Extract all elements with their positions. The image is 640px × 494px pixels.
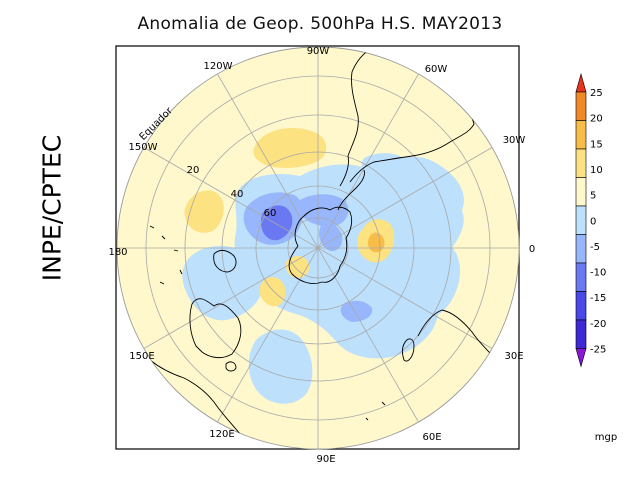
sri-lanka	[365, 401, 386, 421]
lon-label-30e: 30E	[504, 351, 523, 362]
lon-label-120w: 120W	[204, 61, 233, 72]
colorbar-swatch	[575, 205, 587, 235]
colorbar-top-arrow	[575, 72, 587, 93]
lat-label-60: 60	[264, 208, 277, 219]
lon-label-120e: 120E	[209, 429, 234, 440]
anomaly-fields	[182, 128, 464, 404]
colorbar-swatch	[575, 291, 587, 321]
lat-label-20: 20	[187, 165, 200, 176]
colorbar-swatch	[575, 148, 587, 178]
pacific-islands	[149, 225, 183, 285]
colorbar-unit: mgp	[595, 432, 617, 443]
colorbar-tick-label: -25	[590, 345, 606, 356]
negative-anomaly-atlantic	[361, 153, 416, 206]
colorbar-tick-label: 15	[590, 139, 603, 150]
colorbar-tick-label: -5	[590, 242, 600, 253]
lon-label-60e: 60E	[422, 432, 441, 443]
latitude-labels: 20 40 60	[187, 165, 277, 219]
lon-label-150w: 150W	[129, 142, 158, 153]
colorbar-tick-label: 25	[590, 88, 603, 99]
colorbar-tick-label: -10	[590, 268, 606, 279]
colorbar-bottom-arrow	[575, 348, 587, 368]
colorbar-swatch	[575, 319, 587, 349]
anomaly-minus-10-indian	[340, 300, 373, 322]
colorbar-swatch	[575, 234, 587, 264]
anomaly-plus-5-australia	[260, 277, 286, 307]
colorbar-tick-label: -20	[590, 319, 606, 330]
colorbar-tick-label: -15	[590, 293, 606, 304]
colorbar: 25 20 15 10 5 0 -5 -10 -15 -20 -25	[575, 72, 606, 368]
colorbar-swatch	[575, 177, 587, 207]
tasmania	[225, 361, 237, 372]
anomaly-plus-5-pacific	[253, 128, 327, 168]
anomaly-minus-10-center	[298, 194, 349, 227]
negative-anomaly-indian	[248, 329, 313, 404]
colorbar-tick-label: 5	[590, 191, 596, 202]
lon-label-150e: 150E	[129, 351, 154, 362]
colorbar-tick-label: 20	[590, 114, 603, 125]
colorbar-swatch	[575, 120, 587, 150]
map-title: Anomalia de Geop. 500hPa H.S. MAY2013	[137, 14, 503, 34]
colorbar-tick-label: 0	[590, 216, 596, 227]
graticule	[116, 46, 520, 450]
anomaly-minus-15-core	[260, 205, 293, 241]
colorbar-tick-label: 10	[590, 165, 603, 176]
lon-label-60w: 60W	[425, 64, 448, 75]
antarctica-coast	[288, 206, 353, 285]
colorbar-swatch	[575, 91, 587, 121]
lat-label-40: 40	[231, 189, 244, 200]
lon-label-0: 0	[529, 244, 535, 255]
anomaly-plus-5-west	[184, 190, 224, 233]
new-zealand	[213, 249, 237, 273]
lon-label-180: 180	[108, 247, 127, 258]
colorbar-swatch	[575, 262, 587, 292]
lon-label-90w: 90W	[307, 46, 330, 57]
madagascar	[402, 338, 415, 362]
australia-coast	[189, 298, 242, 359]
negative-anomaly-west-pacific	[182, 246, 264, 321]
lon-label-30w: 30W	[503, 135, 526, 146]
negative-anomaly-southern-africa	[402, 234, 461, 318]
antarctic-peninsula	[337, 169, 365, 211]
longitude-labels: 90W 60W 30W 0 30E 60E 90E 120E 150E 180 …	[108, 46, 535, 465]
lon-label-90e: 90E	[316, 454, 335, 465]
meridian-30w-150e	[143, 147, 493, 349]
